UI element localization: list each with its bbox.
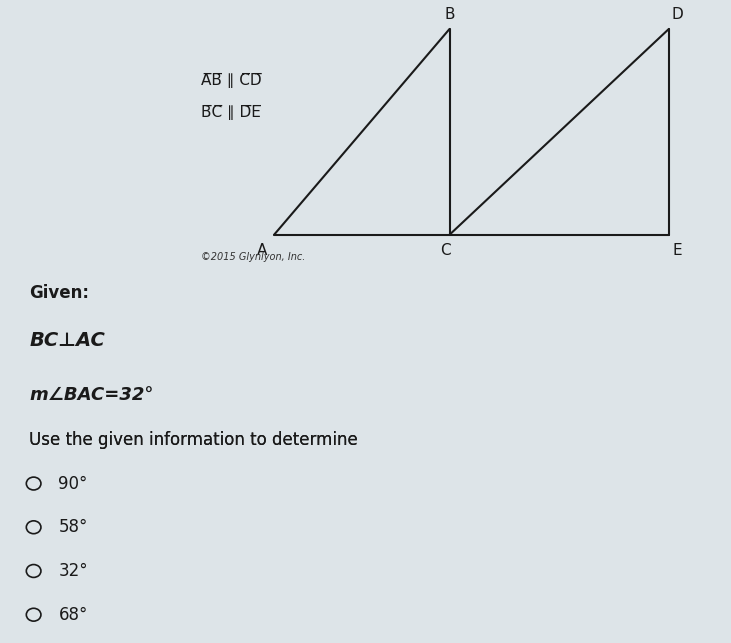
Text: 58°: 58° [58,518,88,536]
Text: BC⊥AC: BC⊥AC [29,331,105,350]
Text: C: C [441,243,451,258]
Text: 68°: 68° [58,606,88,624]
Text: m∠BAC=32°: m∠BAC=32° [29,386,154,404]
Text: Given:: Given: [29,284,89,302]
Text: Use the given information to determine: Use the given information to determine [29,431,363,449]
Text: B̅C̅ ∥ D̅E̅: B̅C̅ ∥ D̅E̅ [201,105,261,120]
Text: 32°: 32° [58,562,88,580]
Text: B: B [444,7,455,23]
Text: D: D [672,7,683,23]
Text: Use the given information to determine: Use the given information to determine [29,431,363,449]
Text: 90°: 90° [58,475,88,493]
Text: A̅B̅ ∥ C̅D̅: A̅B̅ ∥ C̅D̅ [201,73,262,88]
Text: ©2015 Glynlyon, Inc.: ©2015 Glynlyon, Inc. [201,252,306,262]
Text: A: A [257,243,268,258]
Text: E: E [673,243,683,258]
